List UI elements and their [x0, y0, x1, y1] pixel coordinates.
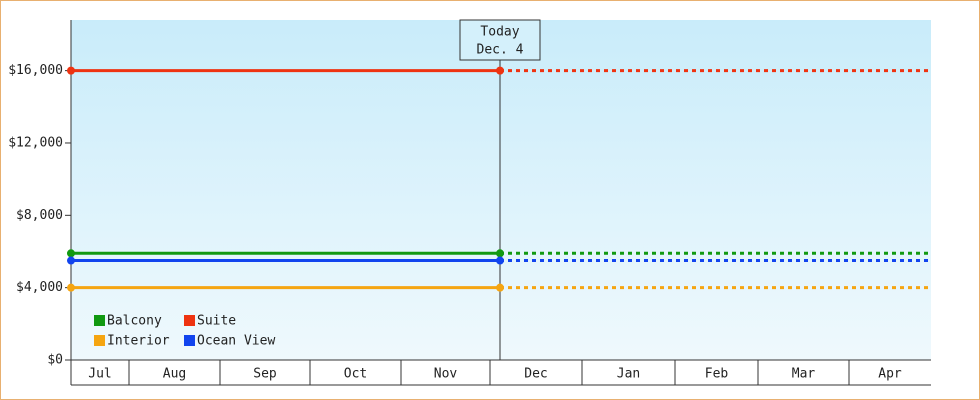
point [67, 249, 75, 258]
y-tick-label: $12,000 [8, 135, 63, 150]
x-tick-label: Mar [792, 367, 816, 382]
point [496, 66, 504, 75]
legend-label: Suite [197, 314, 236, 329]
today-box [459, 19, 541, 61]
y-tick-label: $4,000 [16, 280, 63, 295]
x-tick-label: Jan [617, 367, 640, 382]
x-tick-label: Jul [88, 367, 111, 382]
y-tick-label: $8,000 [16, 208, 63, 223]
x-tick-label: Sep [253, 367, 277, 382]
x-tick-label: Aug [163, 367, 186, 382]
x-tick-label: Dec [524, 367, 547, 382]
legend-swatch [94, 315, 105, 326]
legend-label: Interior [107, 334, 170, 349]
point [67, 66, 75, 75]
legend-swatch [184, 335, 195, 346]
x-tick-label: Nov [434, 367, 458, 382]
legend-swatch [184, 315, 195, 326]
point [67, 256, 75, 265]
legend-label: Balcony [107, 314, 162, 329]
plot-area [71, 20, 931, 360]
legend-swatch [94, 335, 105, 346]
point [496, 283, 504, 292]
today-label: Today [480, 25, 519, 40]
point [496, 256, 504, 265]
point [67, 283, 75, 292]
legend-label: Ocean View [197, 334, 275, 349]
x-tick-label: Oct [344, 367, 367, 382]
today-date: Dec. 4 [477, 43, 524, 58]
x-tick-label: Feb [705, 367, 729, 382]
x-tick-label: Apr [878, 367, 902, 382]
y-tick-label: $0 [47, 353, 63, 368]
y-tick-label: $16,000 [8, 63, 63, 78]
point [496, 249, 504, 258]
